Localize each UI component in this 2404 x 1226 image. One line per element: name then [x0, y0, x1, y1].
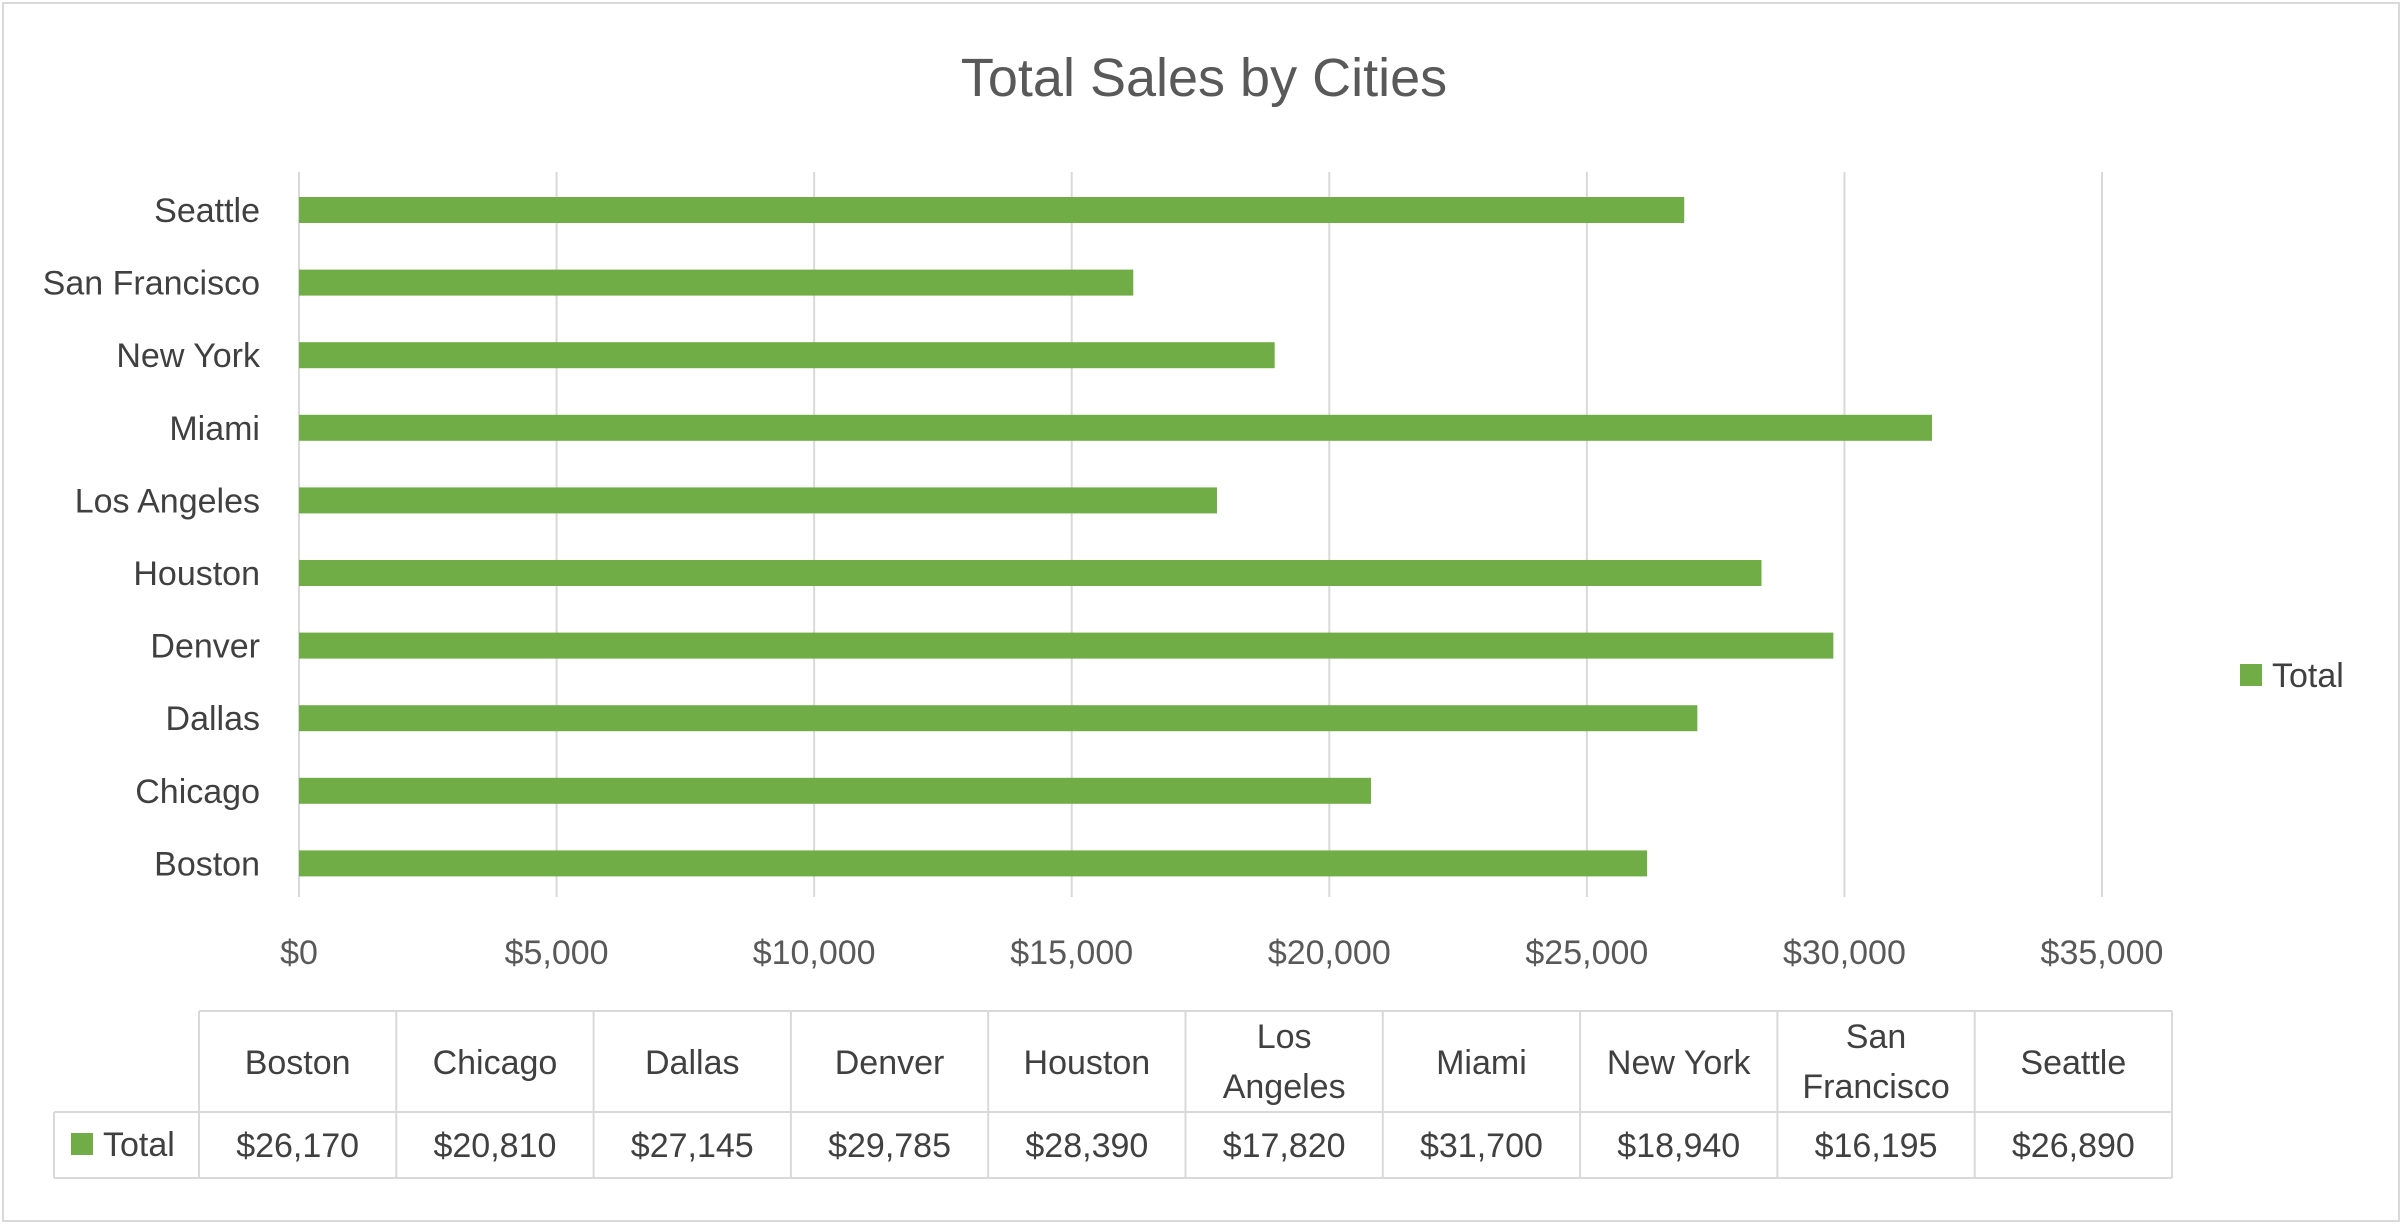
bar-new-york: [299, 342, 1275, 369]
legend-swatch: [2240, 664, 2262, 686]
x-tick-label: $20,000: [1268, 934, 1391, 972]
chart-title: Total Sales by Cities: [961, 48, 1447, 108]
table-header-cell: Houston: [1024, 1044, 1151, 1082]
bar-los-angeles: [299, 487, 1217, 514]
table-header-cell: Dallas: [645, 1044, 739, 1082]
category-labels: Boston Chicago Dallas Denver Houston Los Ange…: [43, 192, 261, 883]
table-value-cell: $29,785: [828, 1127, 951, 1165]
bar-houston: [299, 560, 1762, 586]
category-label: New York: [116, 337, 261, 375]
data-table: Boston Chicago Dallas Denver Houston Los Angel…: [53, 1010, 2173, 1179]
category-label: San Francisco: [43, 265, 260, 303]
table-header-cell: Chicago: [433, 1044, 558, 1082]
table-header-cell: Miami: [1436, 1044, 1527, 1082]
table-header-cell: Los Angeles: [1223, 1018, 1346, 1106]
bar-boston: [299, 850, 1648, 877]
bar-chicago: [299, 777, 1372, 804]
table-header-cell: New York: [1607, 1044, 1752, 1082]
bar-denver: [299, 632, 1834, 659]
table-header-cell: Denver: [835, 1044, 945, 1082]
x-tick-label: $10,000: [753, 934, 876, 972]
table-value-cell: $27,145: [631, 1127, 754, 1165]
table-value-cell: $31,700: [1420, 1127, 1543, 1165]
bar-dallas: [299, 705, 1698, 732]
table-header-cell: San Francisco: [1802, 1018, 1949, 1106]
category-label: Los Angeles: [75, 482, 260, 520]
x-tick-label: $5,000: [505, 934, 609, 972]
bar-miami: [299, 414, 1933, 441]
table-value-cell: $26,170: [236, 1127, 359, 1165]
table-value-cell: $28,390: [1025, 1127, 1148, 1165]
legend-label: Total: [2272, 657, 2344, 695]
table-value-cell: $17,820: [1223, 1127, 1346, 1165]
table-header-cell: Boston: [245, 1044, 351, 1082]
x-tick-label: $0: [280, 934, 318, 972]
legend: Total: [2240, 657, 2344, 695]
table-header-cell: Seattle: [2020, 1044, 2126, 1082]
x-tick-label: $35,000: [2041, 934, 2164, 972]
x-tick-label: $30,000: [1783, 934, 1906, 972]
x-tick-label: $25,000: [1525, 934, 1648, 972]
category-label: Boston: [154, 845, 260, 883]
table-value-cell: $26,890: [2012, 1127, 2135, 1165]
table-value-cell: $16,195: [1815, 1127, 1938, 1165]
table-header-line: San: [1846, 1018, 1907, 1056]
category-label: Dallas: [166, 700, 260, 738]
table-header-line: Los: [1257, 1018, 1312, 1056]
category-label: Houston: [133, 555, 260, 593]
category-label: Chicago: [135, 773, 260, 811]
bar-seattle: [299, 197, 1685, 223]
x-tick-label: $15,000: [1010, 934, 1133, 972]
bars: [299, 197, 1933, 877]
table-row-label: Total: [103, 1126, 175, 1164]
table-header-line: Francisco: [1802, 1068, 1949, 1106]
x-tick-labels: $0 $5,000 $10,000 $15,000 $20,000 $25,000 $30,…: [280, 934, 2163, 972]
table-value-cell: $20,810: [433, 1127, 556, 1165]
table-header-line: Angeles: [1223, 1068, 1346, 1106]
chart-svg: Total Sales by Cities Boston Chicago Dalla…: [43, 48, 2344, 1179]
category-label: Miami: [169, 410, 260, 448]
category-label: Denver: [150, 628, 260, 666]
category-label: Seattle: [154, 192, 260, 230]
table-value-cell: $18,940: [1617, 1127, 1740, 1165]
bar-san-francisco: [299, 269, 1134, 296]
table-legend-swatch: [71, 1133, 93, 1155]
